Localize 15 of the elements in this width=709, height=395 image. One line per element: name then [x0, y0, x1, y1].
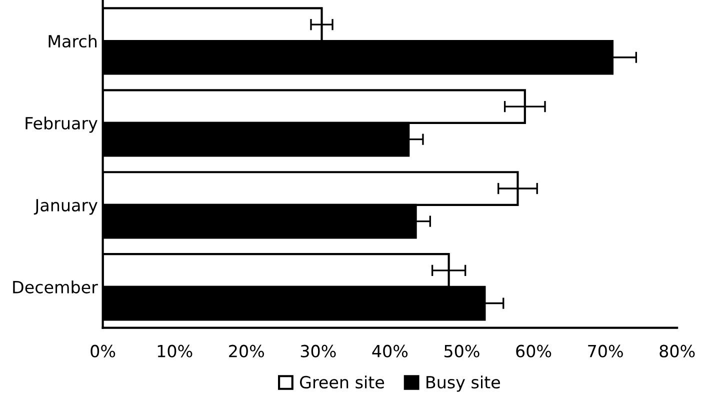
- y-tick-label: December: [13, 280, 98, 294]
- x-tick-label: 40%: [372, 344, 408, 358]
- y-tick-label: January: [34, 199, 98, 215]
- x-tick-label: 30%: [300, 344, 336, 358]
- y-tick-label: February: [26, 116, 98, 133]
- x-tick-label: 20%: [229, 344, 264, 358]
- x-tick-label: 0%: [90, 344, 116, 358]
- y-tick-label: March: [48, 34, 97, 48]
- legend-label: Green site: [300, 376, 384, 389]
- x-tick-label: 70%: [588, 344, 623, 358]
- x-tick-label: 50%: [444, 344, 480, 358]
- x-tick-label: 60%: [516, 344, 552, 358]
- x-tick-label: 80%: [660, 344, 695, 358]
- x-tick-label: 10%: [158, 344, 192, 358]
- legend-label: Busy site: [426, 376, 500, 392]
